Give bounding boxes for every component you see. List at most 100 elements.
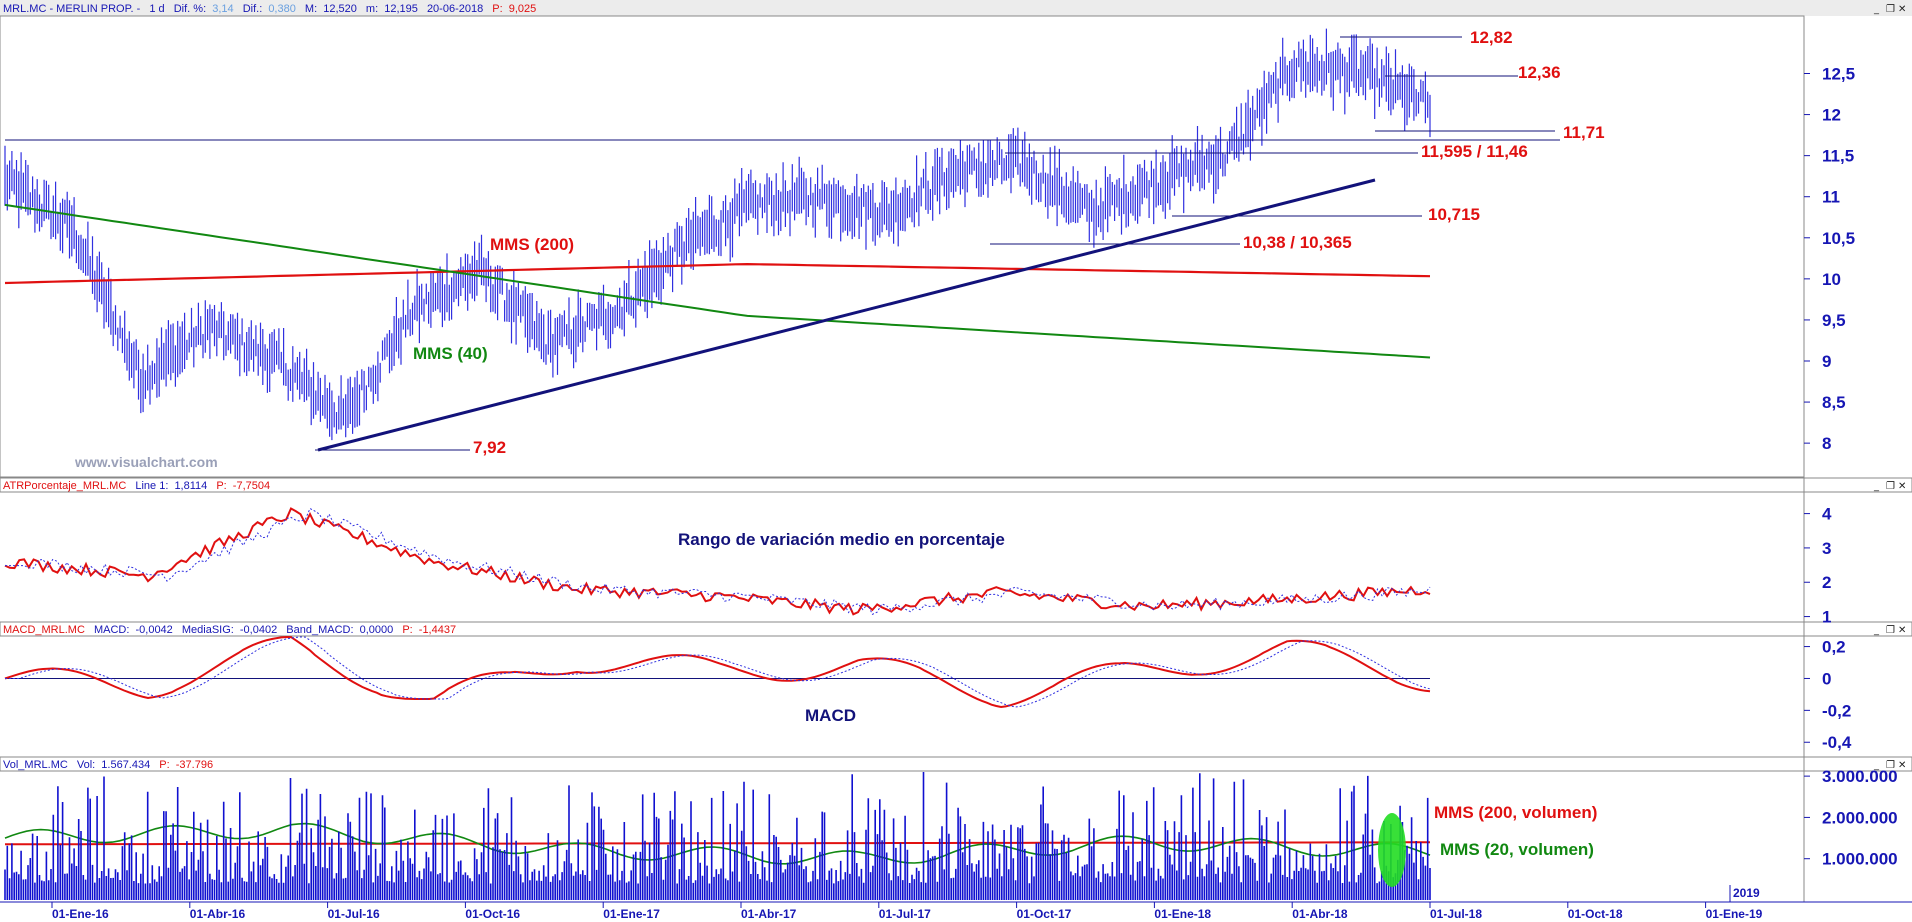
- x-tick-label: 01-Abr-17: [741, 907, 797, 921]
- price-header-difpct-label: Dif. %:: [174, 3, 206, 15]
- x-tick-label: 01-Oct-18: [1568, 907, 1623, 921]
- atr-line: [4, 507, 1431, 616]
- macd-window-buttons[interactable]: _ ❐ ✕: [1873, 625, 1906, 636]
- price-header-date: 20-06-2018: [427, 3, 483, 15]
- price-header-max: 12,520: [323, 3, 357, 15]
- macd-header-macd-label: MACD:: [94, 624, 129, 636]
- atr-header-line-label: Line 1:: [135, 480, 168, 492]
- level-label-7-92: 7,92: [473, 438, 506, 457]
- level-lines: [5, 36, 1560, 451]
- macd-line: [4, 635, 1431, 709]
- level-label-11-595: 11,595 / 11,46: [1421, 142, 1528, 161]
- level-label-10-715: 10,715: [1428, 205, 1480, 224]
- price-header-difpct: 3,14: [212, 3, 233, 15]
- volume-y-tick-label: 2.000.000: [1822, 808, 1898, 827]
- price-window-buttons[interactable]: _ ❐ ✕: [1873, 4, 1906, 15]
- level-label-12-82: 12,82: [1470, 28, 1513, 47]
- price-y-tick-label: 9,5: [1822, 311, 1846, 330]
- minimize-icon[interactable]: _: [1873, 625, 1880, 636]
- volume-header-name: Vol_MRL.MC: [3, 759, 68, 771]
- restore-icon[interactable]: ❐: [1886, 481, 1895, 492]
- macd-panel-header: [0, 621, 1912, 637]
- macd-header-name: MACD_MRL.MC: [3, 624, 85, 636]
- atr-title: Rango de variación medio en porcentaje: [678, 530, 1005, 549]
- volume-y-tick-label: 3.000.000: [1822, 767, 1898, 786]
- price-y-tick-label: 11,5: [1822, 147, 1854, 166]
- macd-header-sig-label: MediaSIG:: [182, 624, 234, 636]
- price-header-p: 9,025: [509, 3, 537, 15]
- volume-y-tick-label: 1.000.000: [1822, 850, 1898, 869]
- x-tick-label: 01-Jul-16: [328, 907, 380, 921]
- x-tick-label: 01-Oct-17: [1017, 907, 1072, 921]
- restore-icon[interactable]: ❐: [1886, 760, 1895, 771]
- macd-header: MACD_MRL.MC MACD: -0,0042 MediaSIG: -0,0…: [3, 624, 456, 636]
- atr-y-tick-label: 3: [1822, 539, 1831, 558]
- price-header-dif-label: Dif.:: [243, 3, 263, 15]
- macd-header-sig: -0,0402: [240, 624, 277, 636]
- price-header-symbol: MRL.MC - MERLIN PROP. -: [3, 3, 141, 15]
- level-label-11-71: 11,71: [1563, 123, 1605, 142]
- level-label-12-36: 12,36: [1518, 63, 1561, 82]
- close-icon[interactable]: ✕: [1898, 760, 1906, 771]
- price-y-tick-label: 12: [1822, 106, 1841, 125]
- atr-header-name: ATRPorcentaje_MRL.MC: [3, 480, 126, 492]
- volume-header-p: -37.796: [176, 759, 213, 771]
- restore-icon[interactable]: ❐: [1886, 4, 1895, 15]
- trend-line: [317, 178, 1376, 452]
- price-y-tick-label: 10,5: [1822, 229, 1855, 248]
- volume-header: Vol_MRL.MC Vol: 1.567.434 P: -37.796: [3, 759, 213, 771]
- macd-header-band: 0,0000: [360, 624, 394, 636]
- atr-window-buttons[interactable]: _ ❐ ✕: [1873, 481, 1906, 492]
- x-tick-label: 01-Abr-16: [190, 907, 246, 921]
- close-icon[interactable]: ✕: [1898, 481, 1906, 492]
- atr-y-tick-label: 1: [1822, 608, 1831, 627]
- macd-header-p-label: P:: [402, 624, 412, 636]
- close-icon[interactable]: ✕: [1898, 4, 1906, 15]
- mms40-line: [4, 203, 1431, 359]
- price-header-p-label: P:: [492, 3, 502, 15]
- minimize-icon[interactable]: _: [1873, 481, 1880, 492]
- price-header-dif: 0,380: [268, 3, 296, 15]
- minimize-icon[interactable]: _: [1873, 760, 1880, 771]
- price-panel-frame: [0, 15, 1805, 478]
- macd-header-p: -1,4437: [419, 624, 456, 636]
- restore-icon[interactable]: ❐: [1886, 625, 1895, 636]
- volume-header-vol: 1.567.434: [101, 759, 150, 771]
- price-header-max-label: M:: [305, 3, 317, 15]
- price-header: MRL.MC - MERLIN PROP. - 1 d Dif. %: 3,14…: [3, 3, 536, 15]
- volume-bar-series: [4, 772, 1431, 900]
- mms200-line: [4, 262, 1431, 285]
- macd-y-tick-label: -0,2: [1822, 701, 1851, 720]
- price-y-tick-label: 12,5: [1822, 65, 1855, 84]
- volume-header-vol-label: Vol:: [77, 759, 95, 771]
- close-icon[interactable]: ✕: [1898, 625, 1906, 636]
- x-tick-label: 01-Ene-17: [603, 907, 660, 921]
- volume-window-buttons[interactable]: _ ❐ ✕: [1873, 760, 1906, 771]
- price-header-min: 12,195: [384, 3, 418, 15]
- macd-y-tick-label: -0,4: [1822, 733, 1852, 752]
- price-y-tick-label: 11: [1822, 188, 1840, 207]
- volume-bars: [4, 772, 1431, 900]
- x-tick-label: 01-Oct-16: [465, 907, 520, 921]
- minimize-icon[interactable]: _: [1873, 4, 1880, 15]
- price-y-tick-label: 9: [1822, 352, 1831, 371]
- atr-y-tick-label: 4: [1822, 505, 1832, 524]
- title-bar: [0, 0, 1912, 16]
- atr-y-tick-label: 2: [1822, 573, 1831, 592]
- vol-mms200-line: [4, 841, 1430, 846]
- volume-panel-header: [0, 756, 1912, 772]
- price-y-tick-label: 8: [1822, 434, 1831, 453]
- macd-title: MACD: [805, 706, 856, 725]
- price-bar-series: [4, 28, 1431, 441]
- vol-mms200-label: MMS (200, volumen): [1434, 803, 1597, 822]
- vol-mms20-label: MMS (20, volumen): [1440, 840, 1594, 859]
- atr-signal-line: [5, 507, 1431, 615]
- atr-panel-header: [0, 477, 1912, 493]
- volume-header-p-label: P:: [159, 759, 169, 771]
- atr-header-line: 1,8114: [174, 480, 207, 492]
- volume-highlight: [1378, 813, 1406, 887]
- year-marker: 2019: [1733, 886, 1760, 900]
- axis-ticks: 88,599,51010,51111,51212,51234-0,4-0,200…: [51, 65, 1898, 921]
- x-tick-label: 01-Ene-19: [1706, 907, 1763, 921]
